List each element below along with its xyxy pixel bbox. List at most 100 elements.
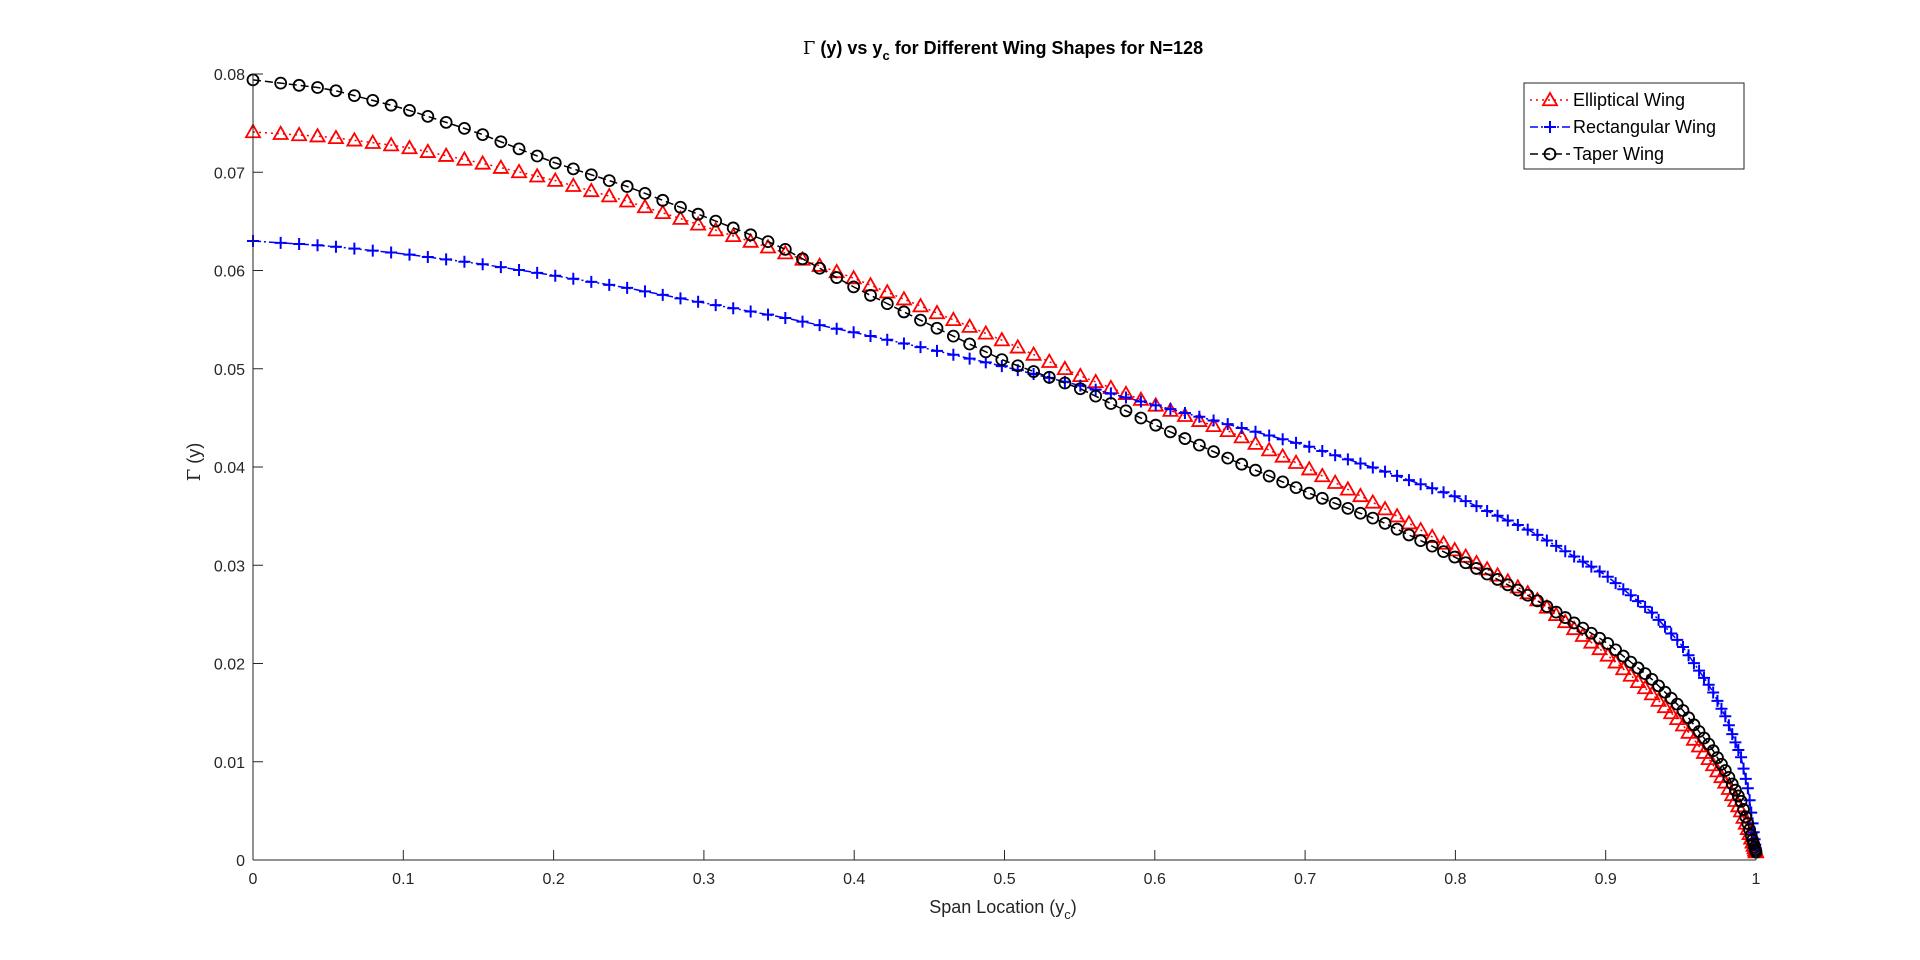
data-point: [1339, 480, 1357, 496]
data-point: [1540, 534, 1553, 547]
data-point: [602, 174, 616, 188]
data-point: [1645, 672, 1659, 686]
data-point: [1511, 519, 1524, 532]
data-point: [1149, 399, 1162, 412]
data-point: [1235, 457, 1249, 471]
data-point: [1011, 359, 1025, 373]
data-point: [1446, 541, 1464, 557]
data-point: [1737, 762, 1750, 775]
data-point: [1207, 414, 1220, 427]
data-point: [671, 209, 690, 225]
data-point: [779, 311, 792, 324]
data-point: [1585, 560, 1598, 573]
data-point: [1425, 539, 1439, 553]
data-point: [1341, 453, 1354, 466]
data-point: [963, 352, 976, 365]
data-point: [329, 240, 342, 253]
data-point: [1659, 620, 1672, 633]
legend-label: Elliptical Wing: [1573, 90, 1685, 110]
axes: 0 0.1 0.2 0.3 0.4 0.5 0.6 0.7 0.8 0.9 1 0 0.01 0.02 0.…: [214, 67, 1761, 888]
data-point: [1164, 425, 1177, 439]
legend-marker: [1541, 91, 1559, 107]
data-point: [947, 348, 960, 361]
data-point: [864, 288, 877, 302]
xlabel-sub: c: [1064, 907, 1071, 922]
data-point: [440, 253, 453, 266]
data-point: [1662, 704, 1680, 720]
data-point: [744, 228, 758, 242]
data-point: [1540, 600, 1554, 613]
data-point: [1501, 514, 1514, 527]
x-tick-label: 0.2: [542, 871, 564, 888]
legend-item: Taper Wing: [1530, 144, 1664, 164]
xlabel-pre: Span Location (y: [929, 897, 1064, 917]
data-point: [864, 330, 877, 343]
data-point: [963, 337, 977, 351]
data-point: [1614, 660, 1632, 676]
data-point: [1735, 751, 1748, 764]
title-post: for Different Wing Shapes for N=128: [890, 38, 1203, 58]
data-point: [1457, 547, 1475, 563]
data-point: [620, 180, 634, 193]
data-point: [1599, 646, 1617, 662]
legend-marker: [1543, 147, 1557, 161]
data-point: [1632, 595, 1645, 608]
data-point: [1491, 573, 1504, 586]
data-point: [1193, 410, 1206, 423]
data-point: [510, 163, 528, 179]
data-point: [742, 232, 760, 248]
data-point: [1329, 449, 1342, 462]
data-point: [880, 297, 894, 311]
y-tick-label: 0.01: [214, 755, 245, 772]
data-point: [403, 104, 416, 117]
data-point: [1607, 653, 1625, 669]
data-point: [946, 329, 960, 343]
data-point: [1149, 418, 1163, 432]
x-tick-label: 0: [249, 871, 258, 888]
data-point: [1290, 436, 1303, 449]
y-tick-label: 0: [236, 853, 245, 870]
data-point: [1400, 514, 1418, 530]
data-point: [897, 337, 910, 350]
data-point: [778, 242, 792, 256]
data-point: [762, 308, 775, 321]
data-point: [1164, 403, 1177, 416]
data-point: [364, 133, 382, 149]
data-point: [274, 76, 288, 90]
data-point: [1719, 710, 1732, 723]
title-sub: c: [882, 48, 889, 63]
data-point: [548, 156, 562, 170]
data-point: [1741, 782, 1754, 795]
data-point: [1729, 736, 1742, 749]
x-axis-title: Span Location (yc): [929, 897, 1077, 922]
data-point: [293, 238, 306, 251]
data-point: [621, 281, 634, 294]
data-point: [1601, 570, 1614, 583]
data-point: [494, 261, 507, 274]
data-point: [1437, 545, 1450, 559]
data-point: [1119, 391, 1132, 404]
data-point: [1437, 486, 1450, 499]
data-point: [272, 124, 290, 140]
data-point: [327, 129, 345, 145]
data-point: [1276, 433, 1289, 446]
data-point: [830, 271, 844, 284]
data-point: [1134, 395, 1147, 408]
data-point: [1480, 567, 1494, 581]
data-point: [1521, 588, 1535, 602]
data-point: [1568, 550, 1581, 563]
data-point: [1711, 751, 1724, 765]
data-point: [530, 149, 544, 163]
data-point: [1715, 702, 1728, 715]
data-point: [1715, 757, 1728, 771]
data-point: [385, 246, 398, 259]
data-point: [881, 333, 894, 346]
x-tick-label: 0.8: [1444, 871, 1466, 888]
data-point: [1207, 445, 1221, 459]
data-point: [1176, 406, 1194, 422]
data-point: [458, 121, 471, 135]
data-point: [1650, 691, 1668, 707]
data-point: [656, 288, 669, 301]
data-point: [977, 324, 995, 340]
data-point: [1302, 486, 1316, 500]
